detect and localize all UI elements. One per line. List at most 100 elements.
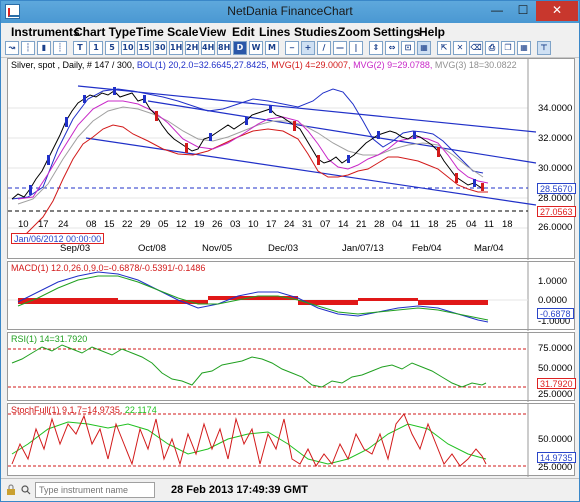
close-button[interactable]: ✕ [536,1,578,21]
timescale-day-button[interactable]: D [233,41,247,55]
print-icon[interactable]: ⎙ [485,41,499,55]
timescale-month-button[interactable]: M [265,41,279,55]
macd-value-box: -0.6878 [537,308,574,319]
stoch-d-line [11,421,487,465]
channel-lower-line [85,137,537,206]
x-month: Nov/05 [202,243,233,254]
x-day: 18 [428,219,439,230]
rsi-panel[interactable]: RSI(1) 14=31.7920 75.0000 50.0000 25.000… [7,332,576,402]
toolbar: ↝ ┆ ▮ ┊ T 1 5 10 15 30 1H 2H 4H 8H D W M… [1,40,579,58]
chart-area[interactable]: Silver, spot , Daily, # 147 / 300, BOL(1… [7,58,576,477]
x-day: 26 [212,219,223,230]
horizontal-line-icon[interactable]: — [333,41,347,55]
menu-time-scale[interactable]: Time Scale [136,25,199,39]
timescale-4h-button[interactable]: 4H [201,41,215,55]
channel-upper-line [77,85,537,133]
timescale-30min-button[interactable]: 30 [153,41,167,55]
zoom-out-icon[interactable]: ⇔ [385,41,399,55]
macd-chart [8,262,529,331]
timescale-8h-button[interactable]: 8H [217,41,231,55]
stoch-chart [8,404,529,477]
bollinger-lower [12,124,488,238]
status-bar: 28 Feb 2013 17:49:39 GMT [1,478,579,501]
x-day: 19 [194,219,205,230]
delete-icon[interactable]: ✕ [453,41,467,55]
x-month: Mar/04 [474,243,504,254]
zoom-fit-icon[interactable]: ⊡ [401,41,415,55]
hlc-chart-icon[interactable]: ┊ [53,41,67,55]
stoch-tick-50: 50.0000 [538,434,573,445]
macd-tick-0: 0.0000 [538,295,568,306]
maximize-button[interactable]: ☐ [517,3,529,17]
menu-chart-type[interactable]: Chart Type [74,25,136,39]
support-price-box: 27.0563 [537,206,576,217]
x-day: 08 [86,219,97,230]
x-day: 07 [320,219,331,230]
rsi-tick-50: 50.0000 [538,363,573,374]
minimize-button[interactable]: — [491,3,503,17]
rsi-chart [8,333,529,402]
zoom-select-icon[interactable]: ▦ [417,41,431,55]
price-close-line [11,90,485,200]
zoom-in-icon[interactable]: ⇕ [369,41,383,55]
timescale-1min-button[interactable]: 1 [89,41,103,55]
line-chart-icon[interactable]: ↝ [5,41,19,55]
crosshair-icon[interactable]: + [301,41,315,55]
add-line-icon[interactable]: ⎯ [285,41,299,55]
mvg3-legend: MVG(3) 18=30.0822 [434,60,517,70]
timescale-5min-button[interactable]: 5 [105,41,119,55]
menu-instruments[interactable]: Instruments [11,25,80,39]
erase-icon[interactable]: ⌫ [469,41,483,55]
candle-markers-down [155,111,484,191]
menu-studies[interactable]: Studies [294,25,338,39]
menu-settings[interactable]: Settings [373,25,421,39]
mvg3-line [17,106,484,205]
menu-lines[interactable]: Lines [259,25,291,39]
properties-icon[interactable]: ▦ [517,41,531,55]
rsi-tick-25: 25.0000 [538,389,573,400]
mvg1-legend: MVG(1) 4=29.0007, [271,60,354,70]
crosshair-toggle-icon[interactable]: ⊤ [537,41,551,55]
copy-icon[interactable]: ❐ [501,41,515,55]
x-day: 11 [484,219,494,230]
stoch-d-legend: 22.1174 [124,405,157,415]
timescale-week-button[interactable]: W [249,41,263,55]
last-price-box: 28.5670 [537,183,576,194]
window-title: NetDania FinanceChart [227,4,353,18]
menu-edit[interactable]: Edit [232,25,255,39]
menu-view[interactable]: View [199,25,227,39]
bollinger-upper [11,88,484,200]
x-day: 28 [374,219,385,230]
menu-zoom[interactable]: Zoom [338,25,371,39]
menu-bar: Instruments Chart Type Time Scale View E… [1,23,579,40]
rsi-line [11,344,487,388]
x-day: 11 [410,219,420,230]
instrument-search-input[interactable] [35,482,155,498]
timescale-15min-button[interactable]: 15 [137,41,151,55]
menu-help[interactable]: Help [419,25,446,39]
trendline-icon[interactable]: ∕ [317,41,331,55]
price-panel[interactable]: Silver, spot , Daily, # 147 / 300, BOL(1… [7,58,576,260]
candle-markers [29,87,476,195]
macd-tick-neg1: -1.0000 [538,316,571,327]
bollinger-legend: BOL(1) 20,2.0=32.6645,27.8425, [136,60,272,70]
cursor-icon[interactable]: ⇱ [437,41,451,55]
status-timestamp: 28 Feb 2013 17:49:39 GMT [171,484,308,496]
vertical-line-icon[interactable]: | [349,41,363,55]
price-tick-28: 28.0000 [538,193,573,204]
x-day: 04 [466,219,477,230]
stoch-value-box: 14.9735 [537,452,576,463]
timescale-tick-button[interactable]: T [73,41,87,55]
timescale-10min-button[interactable]: 10 [121,41,135,55]
price-tick-26: 26.0000 [538,222,573,233]
bar-chart-icon[interactable]: ┆ [21,41,35,55]
x-month: Jan/07/13 [342,243,384,254]
stoch-panel[interactable]: StochFull(1) 9,1,7=14.9735, 22.1174 50.0… [7,403,576,477]
x-day: 10 [248,219,259,230]
macd-panel[interactable]: MACD(1) 12.0,26.0,9.0=-0.6878/-0.5391/-0… [7,261,575,331]
x-day: 05 [158,219,169,230]
timescale-1h-button[interactable]: 1H [169,41,183,55]
mvg2-legend: MVG(2) 9=29.0788, [353,60,435,70]
timescale-2h-button[interactable]: 2H [185,41,199,55]
candle-chart-icon[interactable]: ▮ [37,41,51,55]
